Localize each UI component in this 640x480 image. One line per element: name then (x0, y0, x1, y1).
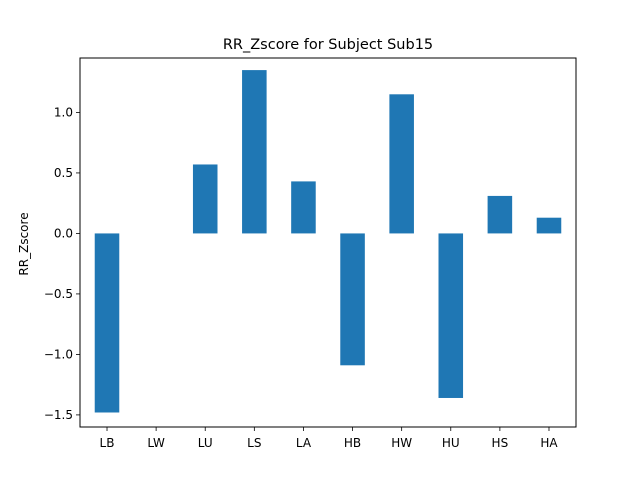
y-axis-label: RR_Zscore (17, 212, 31, 275)
bar-lu (192, 164, 218, 234)
x-tick-label: HS (492, 436, 509, 450)
y-tick-label: −1.5 (44, 408, 73, 422)
bar-hw (389, 94, 414, 234)
x-tick-label: HA (540, 436, 558, 450)
x-tick-label: LA (296, 436, 312, 450)
y-tick-label: 0.5 (54, 166, 73, 180)
y-ticks-group: −1.5 −1.0 −0.5 0.0 0.5 1.0 (44, 105, 80, 422)
chart-title: RR_Zscore for Subject Sub15 (223, 37, 433, 53)
bar-hb (340, 233, 365, 366)
bar-hs (487, 195, 513, 234)
bar-la (291, 181, 316, 234)
plot-frame (79, 57, 577, 428)
bar-hu (438, 233, 464, 398)
y-tick-label: 1.0 (54, 105, 73, 119)
y-tick-label: −0.5 (44, 287, 73, 301)
x-tick-label: LU (198, 436, 213, 450)
bar-ha (536, 217, 562, 234)
x-tick-label: LB (100, 436, 115, 450)
x-tick-label: HB (344, 436, 361, 450)
bar-lb (94, 233, 120, 413)
bar-ls (242, 70, 267, 234)
y-tick-label: 0.0 (54, 226, 73, 240)
x-tick-label: HW (391, 436, 412, 450)
x-tick-label: HU (442, 436, 460, 450)
bars-group (94, 70, 562, 413)
y-tick-label: −1.0 (44, 347, 73, 361)
x-ticks-group: LB LW LU LS LA HB HW HU HS HA (100, 427, 558, 450)
x-tick-label: LW (147, 436, 165, 450)
x-tick-label: LS (247, 436, 261, 450)
